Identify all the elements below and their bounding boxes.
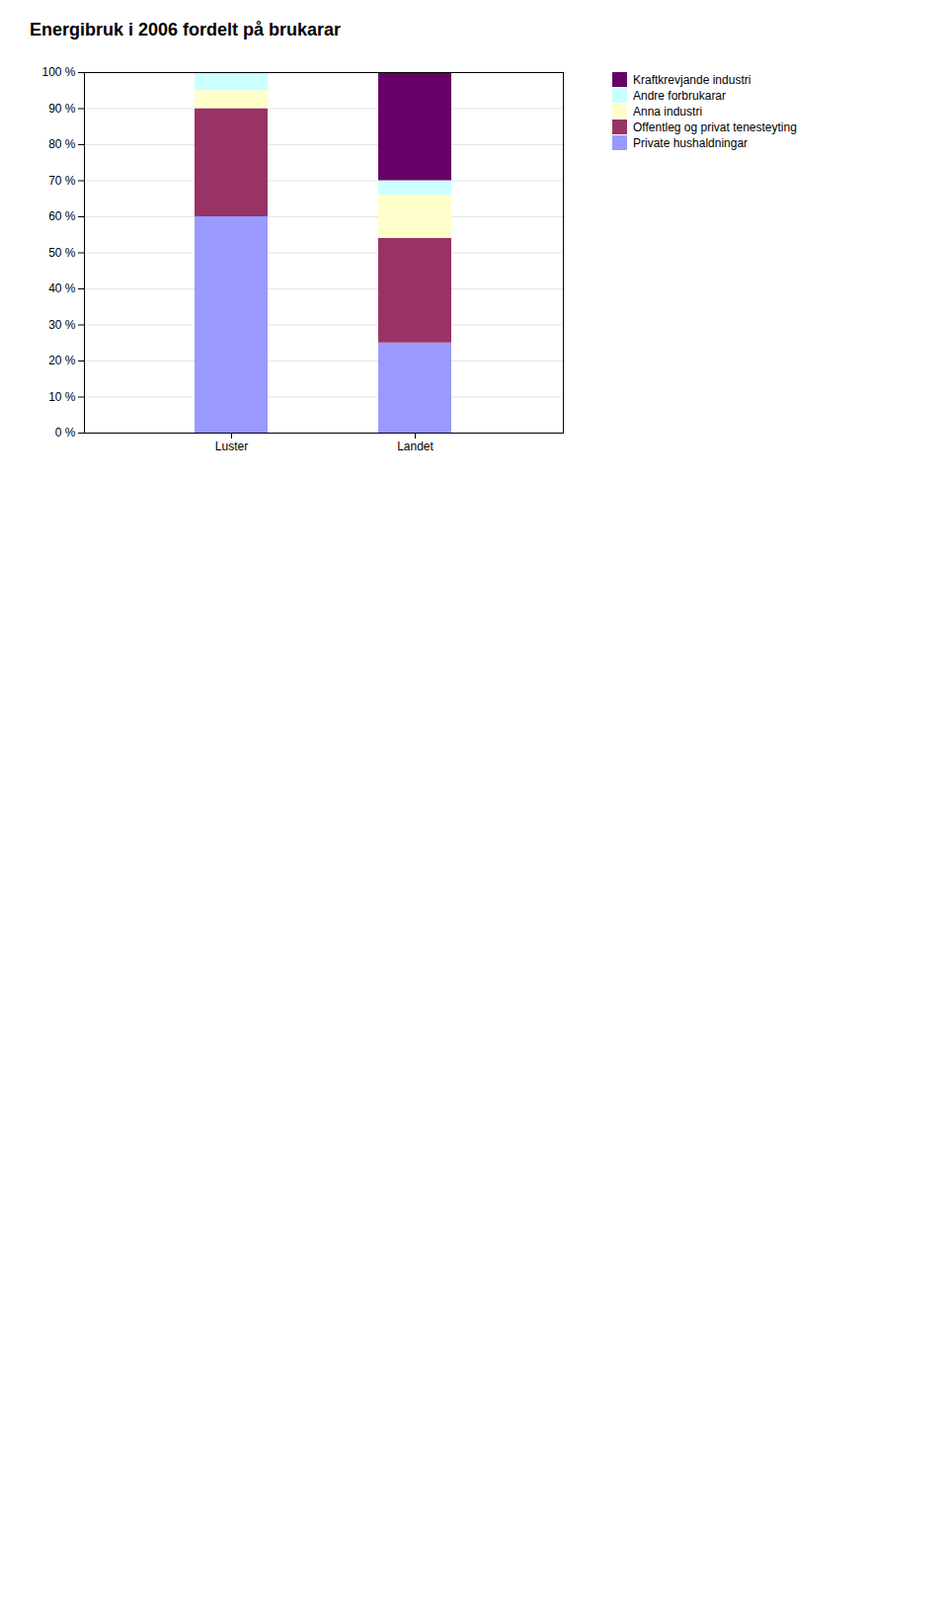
html-text:Kraftkrevjande industri: Kraftkrevjande industri xyxy=(632,72,751,87)
svg-text:20 %: 20 % xyxy=(48,353,77,368)
svg-text:100 %: 100 % xyxy=(41,65,76,79)
html-text:Anna industri: Anna industri xyxy=(632,104,703,119)
svg-text:90 %: 90 % xyxy=(48,101,77,116)
svg-text:Luster: Luster xyxy=(215,439,248,454)
html-text:Andre forbrukarar: Andre forbrukarar xyxy=(632,88,726,103)
svg-text:30 %: 30 % xyxy=(48,317,77,332)
svg-text:40 %: 40 % xyxy=(48,281,77,296)
svg-text:60 %: 60 % xyxy=(48,209,77,224)
svg-text:50 %: 50 % xyxy=(48,245,77,260)
svg-text:10 %: 10 % xyxy=(48,390,77,404)
svg-text:0 %: 0 % xyxy=(55,425,77,440)
html-text:Offentleg og privat tenesteyti: Offentleg og privat tenesteyting xyxy=(632,119,797,134)
svg-text:Landet: Landet xyxy=(396,439,434,454)
html-text:Private hushaldningar: Private hushaldningar xyxy=(632,135,748,150)
svg-text:70 %: 70 % xyxy=(48,173,77,188)
svg-text:80 %: 80 % xyxy=(48,137,77,152)
html-text:Energibruk i 2006 fordelt på b: Energibruk i 2006 fordelt på brukarar xyxy=(29,19,341,40)
